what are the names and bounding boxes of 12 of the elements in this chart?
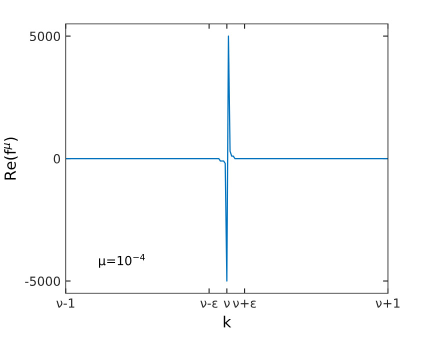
x-tick-label: ν (224, 300, 230, 308)
x-tick-label: ν+1 (376, 298, 400, 308)
y-axis-title: Re(f$^{μ}$) (4, 138, 18, 180)
line-series (66, 35, 388, 282)
x-tick-label: ν+ε (232, 300, 256, 308)
x-tick-label: ν-1 (56, 298, 74, 308)
y-tick-label: 0 (54, 154, 60, 164)
y-tick-label: -5000 (25, 276, 60, 286)
x-tick-label: ν-ε (200, 300, 218, 308)
x-axis-title: k (224, 316, 232, 328)
y-tick-label: 5000 (30, 32, 60, 42)
annotation: μ=10$^{−4}$ (99, 254, 145, 268)
